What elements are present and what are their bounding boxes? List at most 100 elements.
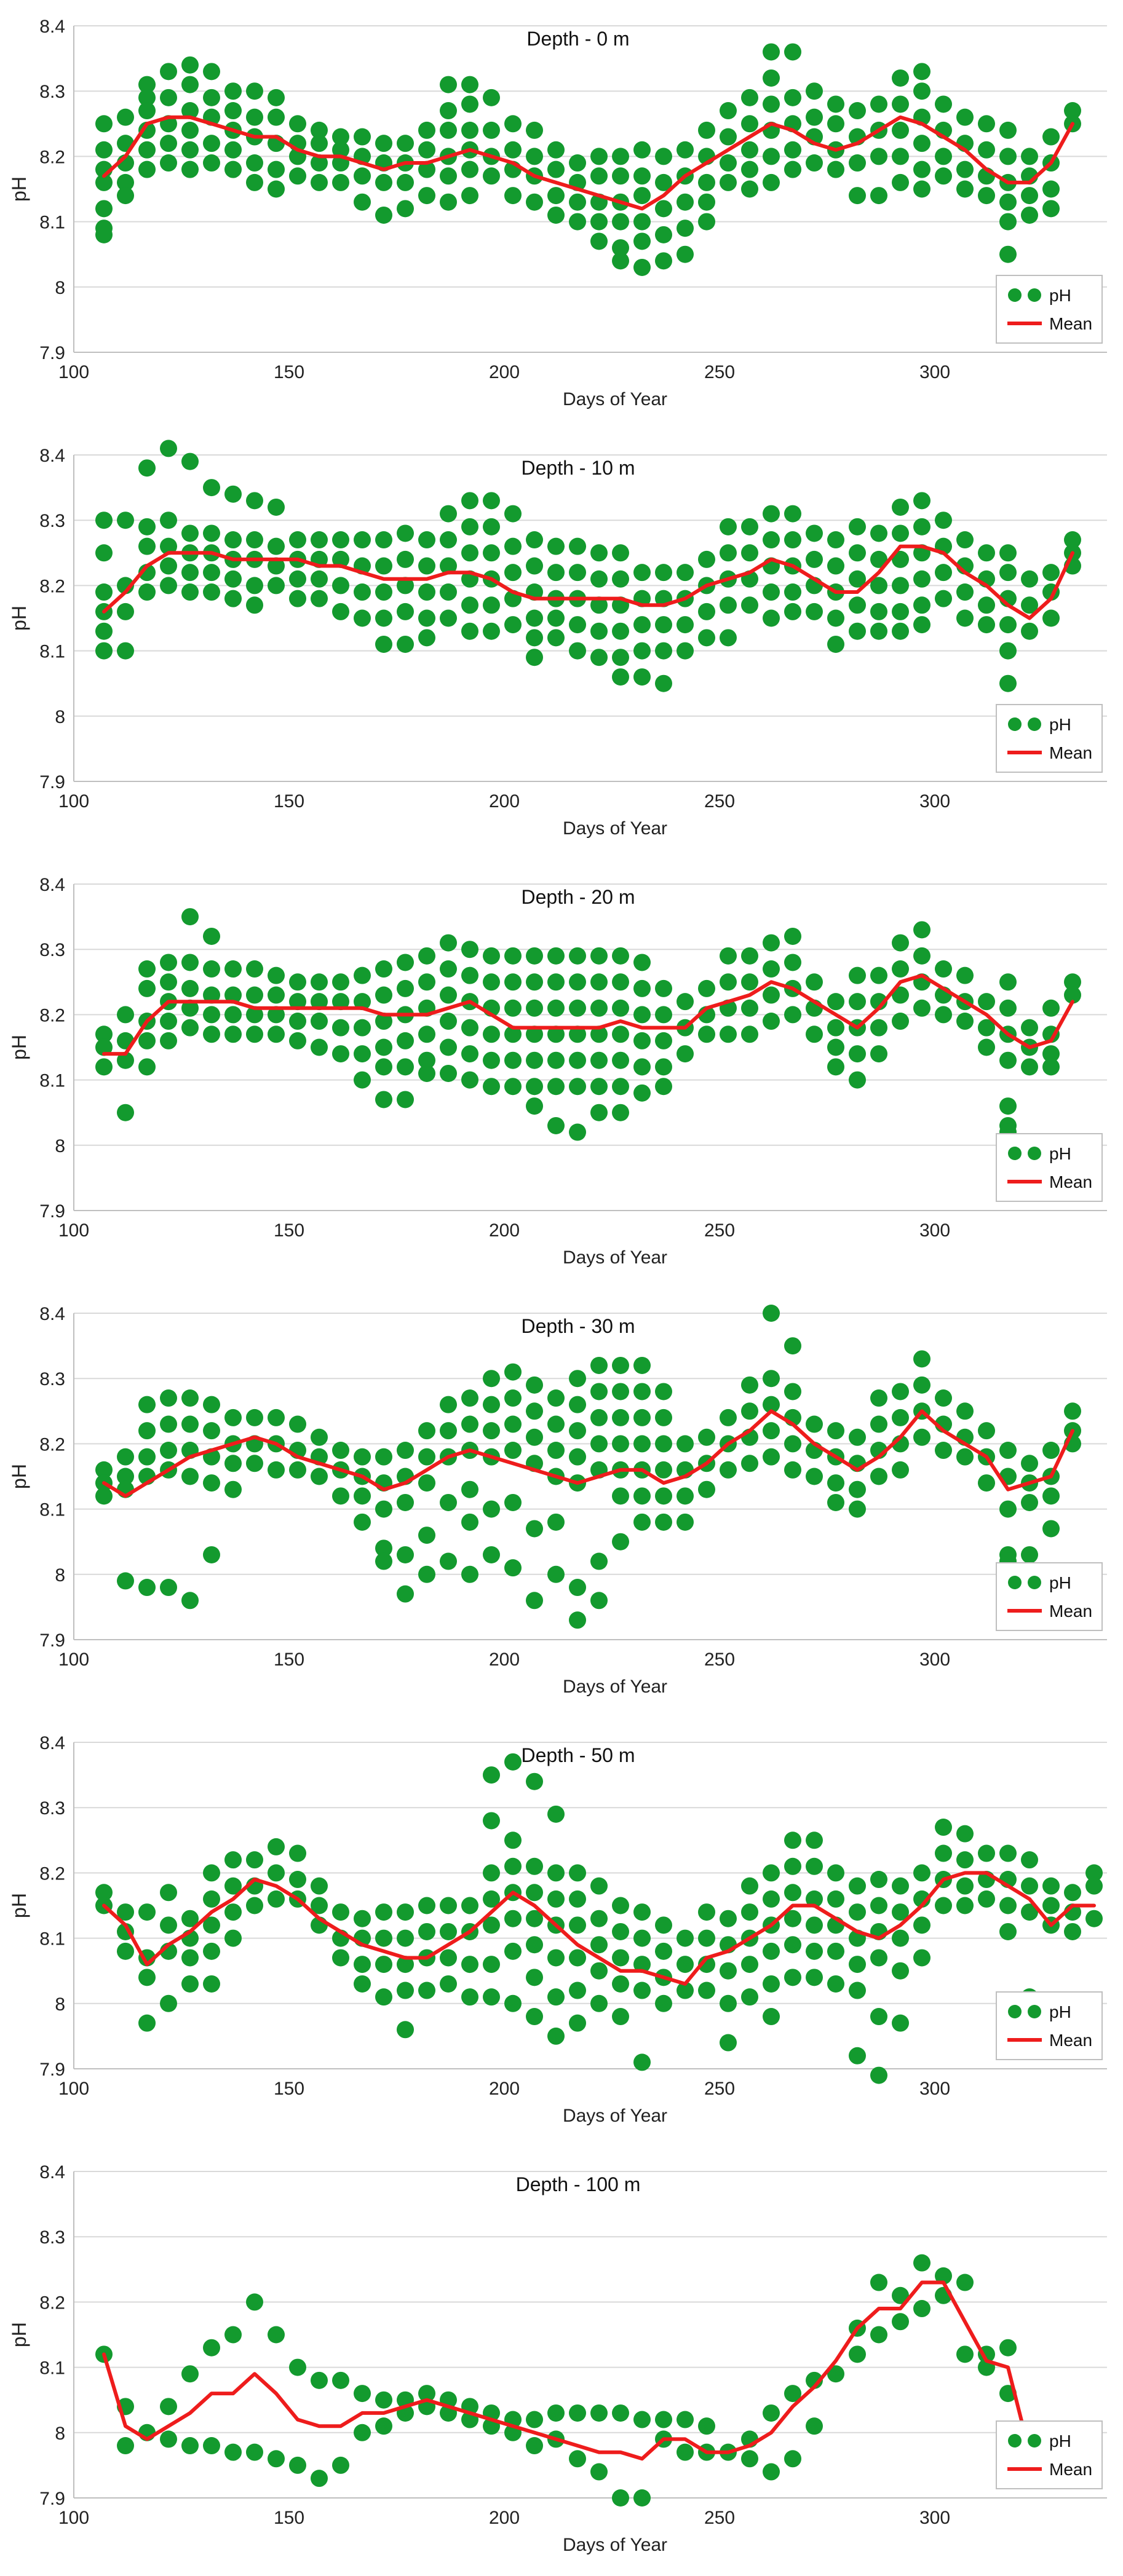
ph-point: [461, 1988, 478, 2006]
ph-point: [483, 1864, 500, 1882]
x-tick-label: 200: [489, 1220, 520, 1241]
ph-point: [354, 193, 371, 211]
x-tick-label: 150: [274, 1220, 304, 1241]
ph-point: [956, 1897, 974, 1914]
ph-point: [999, 616, 1017, 634]
legend-box: [996, 275, 1103, 344]
ph-point: [1042, 1520, 1060, 1538]
ph-point: [849, 154, 866, 172]
ph-point: [332, 1949, 349, 1967]
ph-point: [461, 160, 478, 178]
ph-point: [1042, 609, 1060, 627]
ph-point: [117, 1104, 134, 1121]
ph-point: [978, 544, 995, 562]
ph-point: [784, 89, 801, 106]
legend-point-marker: [1008, 1576, 1022, 1589]
ph-point: [526, 609, 543, 627]
ph-point: [526, 1520, 543, 1538]
ph-point: [440, 1064, 457, 1082]
ph-point: [526, 1884, 543, 1902]
ph-point: [806, 2371, 823, 2389]
ph-point: [95, 642, 113, 660]
ph-point: [375, 206, 392, 224]
ph-point: [956, 160, 974, 178]
ph-point: [978, 596, 995, 614]
ph-point: [849, 622, 866, 640]
ph-point: [569, 1448, 586, 1466]
ph-point: [913, 82, 931, 100]
ph-point: [461, 1415, 478, 1433]
ph-point: [224, 2443, 242, 2461]
ph-point: [677, 642, 694, 660]
ph-point: [547, 2027, 565, 2045]
ph-point: [827, 557, 844, 575]
ph-point: [1064, 986, 1081, 1004]
ph-point: [1064, 102, 1081, 120]
ph-point: [311, 1897, 328, 1914]
ph-point: [612, 1078, 629, 1096]
ph-point: [1042, 1897, 1060, 1914]
ph-point: [827, 1422, 844, 1440]
ph-point: [526, 2008, 543, 2026]
ph-point: [354, 1975, 371, 1993]
ph-point: [289, 973, 306, 991]
ph-point: [268, 1025, 285, 1043]
ph-point: [806, 1468, 823, 1485]
ph-point: [289, 1461, 306, 1479]
y-tick-label: 8.1: [39, 2358, 65, 2379]
legend: pH Mean: [996, 2420, 1103, 2489]
ph-point: [784, 1435, 801, 1453]
ph-point: [612, 2008, 629, 2026]
ph-point: [483, 1956, 500, 1973]
ph-point: [763, 1975, 780, 1993]
ph-point: [741, 1956, 758, 1973]
ph-point: [763, 95, 780, 113]
ph-point: [289, 531, 306, 549]
ph-point: [655, 226, 672, 243]
ph-point: [698, 1025, 715, 1043]
ph-point: [547, 1116, 565, 1134]
mean-line: [102, 2280, 1053, 2461]
ph-point: [999, 245, 1017, 263]
ph-point: [246, 1025, 263, 1043]
ph-point: [655, 564, 672, 582]
ph-point: [418, 973, 435, 991]
ph-point: [999, 544, 1017, 562]
chart-title: Depth - 100 m: [516, 2173, 641, 2195]
ph-point: [526, 193, 543, 211]
ph-point: [612, 1383, 629, 1401]
ph-point: [763, 583, 780, 601]
ph-point: [289, 2456, 306, 2474]
ph-point: [138, 121, 156, 139]
ph-point: [741, 1877, 758, 1895]
ph-point: [375, 1956, 392, 1973]
ph-point: [375, 557, 392, 575]
ph-point: [935, 2267, 952, 2285]
ph-point: [612, 1487, 629, 1505]
ph-point: [203, 63, 220, 81]
ph-point: [160, 440, 177, 457]
ph-point: [978, 1890, 995, 1908]
ph-point: [569, 1611, 586, 1629]
ph-point: [203, 1396, 220, 1413]
ph-point: [160, 557, 177, 575]
ph-point: [633, 1929, 651, 1947]
ph-point: [677, 1929, 694, 1947]
y-tick-label: 8.1: [39, 1071, 65, 1091]
x-axis-title: Days of Year: [563, 818, 667, 839]
ph-point: [827, 95, 844, 113]
ph-point: [461, 518, 478, 535]
ph-point: [999, 1500, 1017, 1518]
ph-point: [870, 603, 887, 620]
ph-point: [569, 1370, 586, 1388]
ph-point: [268, 1409, 285, 1426]
ph-point: [138, 160, 156, 178]
ph-point: [870, 2274, 887, 2291]
ph-point: [397, 1091, 414, 1108]
ph-point: [806, 603, 823, 620]
ph-point: [504, 1942, 522, 1960]
ph-point: [547, 1389, 565, 1407]
ph-point: [504, 1078, 522, 1096]
mean-line: [102, 115, 1074, 211]
